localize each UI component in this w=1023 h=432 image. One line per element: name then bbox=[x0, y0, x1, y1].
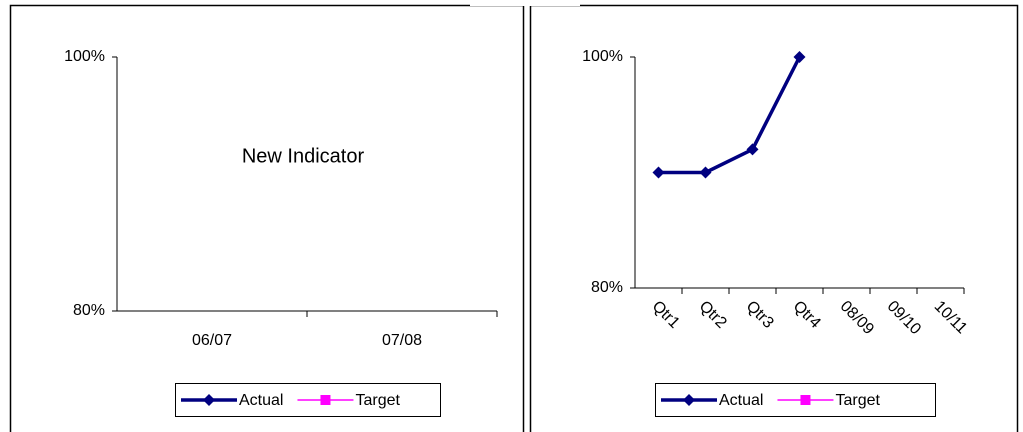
marker bbox=[800, 395, 811, 405]
x-tick-label: Qtr2 bbox=[696, 298, 730, 332]
panel-gap bbox=[470, 0, 580, 6]
left-panel bbox=[9, 4, 525, 432]
right-panel bbox=[529, 4, 1019, 432]
marker bbox=[203, 394, 215, 406]
marker bbox=[652, 166, 665, 179]
x-tick-label: 10/11 bbox=[931, 298, 971, 338]
annotation: New Indicator bbox=[242, 145, 365, 167]
legend-label: Target bbox=[355, 392, 400, 409]
x-tick-label: 07/08 bbox=[382, 332, 422, 349]
y-tick-label: 80% bbox=[591, 279, 623, 296]
marker bbox=[699, 166, 712, 179]
x-tick-label: Qtr4 bbox=[790, 298, 824, 332]
legend-label: Actual bbox=[719, 392, 763, 409]
y-tick-label: 80% bbox=[73, 302, 105, 319]
x-tick-label: 08/09 bbox=[837, 298, 877, 338]
y-tick-label: 100% bbox=[582, 48, 623, 65]
series-line bbox=[658, 56, 802, 175]
marker bbox=[320, 395, 331, 405]
x-tick-label: 09/10 bbox=[884, 298, 924, 338]
marker bbox=[793, 51, 806, 63]
y-tick-label: 100% bbox=[64, 48, 105, 65]
x-tick-label: Qtr3 bbox=[743, 298, 777, 332]
x-tick-label: Qtr1 bbox=[649, 298, 683, 332]
legend-label: Actual bbox=[239, 392, 283, 409]
marker bbox=[746, 143, 759, 156]
legend-label: Target bbox=[835, 392, 880, 409]
marker bbox=[683, 394, 695, 406]
x-tick-label: 06/07 bbox=[192, 332, 232, 349]
